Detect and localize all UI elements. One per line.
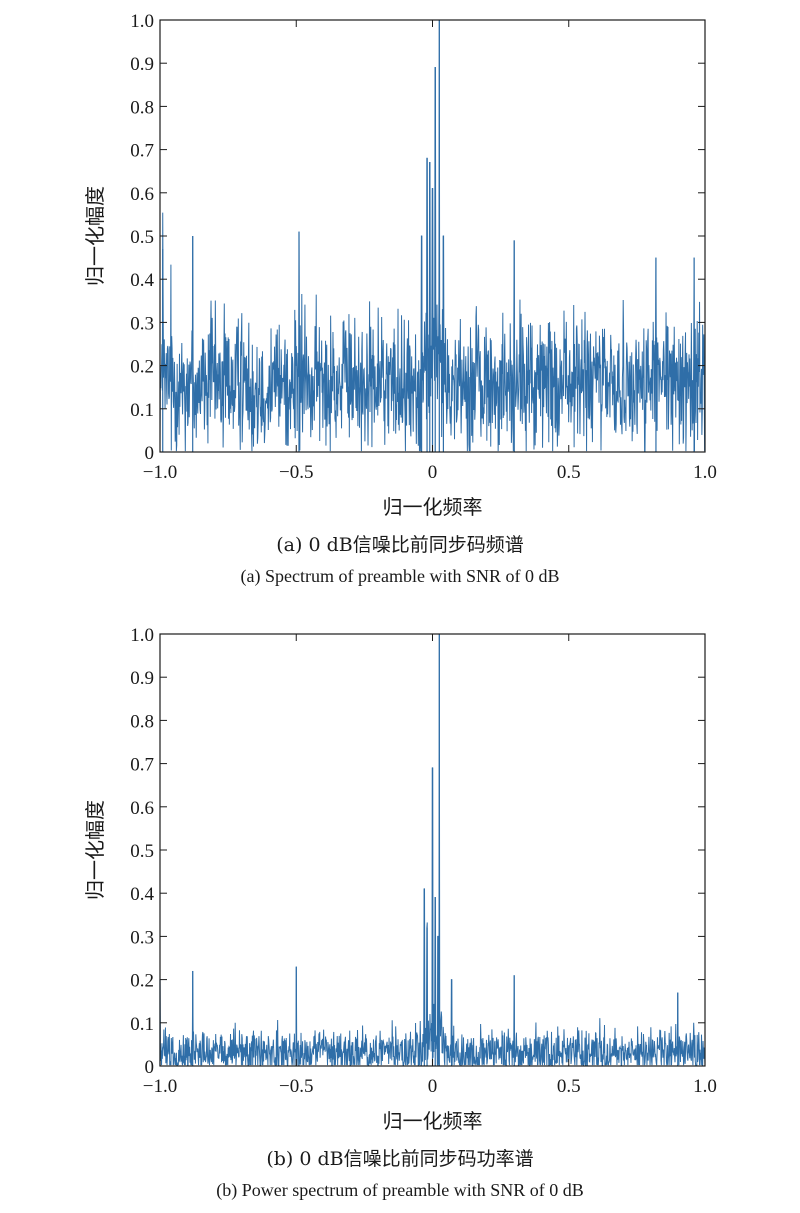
y-tick-label: 0.6 xyxy=(130,184,154,205)
y-tick-label: 0.1 xyxy=(130,1014,154,1035)
y-tick-label: 0.9 xyxy=(130,54,154,75)
y-tick-label: 0.4 xyxy=(130,270,154,291)
y-tick-label: 0 xyxy=(145,1057,155,1078)
power-spectrum-chart: 0 0.1 0.2 0.3 0.4 0.5 0.6 0.7 0.8 0.9 1.0 −1.0 −0.5 0… xyxy=(83,625,717,1130)
caption-b-chinese: (b) 0 dB信噪比前同步码功率谱 xyxy=(266,1148,534,1170)
y-tick-label: 0.8 xyxy=(130,711,154,732)
spectrum-series-line xyxy=(159,633,706,1067)
y-tick-label: 0.5 xyxy=(130,227,154,248)
y-tick-label: 0.2 xyxy=(130,357,154,378)
caption-a-english: (a) Spectrum of preamble with SNR of 0 d… xyxy=(240,566,560,586)
y-tick-label: 0.3 xyxy=(130,313,154,334)
y-tick-label: 0.8 xyxy=(130,97,154,118)
x-tick-label: 0 xyxy=(428,462,438,483)
x-tick-label: 0 xyxy=(428,1076,438,1097)
y-tick-label: 0.6 xyxy=(130,798,154,819)
y-tick-label: 1.0 xyxy=(130,11,154,32)
y-axis-title: 归一化幅度 xyxy=(83,800,107,900)
y-tick-label: 0.3 xyxy=(130,927,154,948)
y-axis-title: 归一化幅度 xyxy=(83,186,107,286)
x-tick-label: 1.0 xyxy=(693,462,717,483)
y-tick-label: 0.1 xyxy=(130,400,154,421)
x-tick-label: −0.5 xyxy=(279,462,313,483)
y-tick-label: 0.5 xyxy=(130,841,154,862)
x-tick-label: −1.0 xyxy=(143,1076,177,1097)
x-axis-title: 归一化频率 xyxy=(383,1109,483,1130)
x-axis-title: 归一化频率 xyxy=(383,495,483,519)
spectrum-chart: 0 0.1 0.2 0.3 0.4 0.5 0.6 0.7 0.8 0.9 1.0 −1.0 −0.5 0… xyxy=(83,11,717,519)
x-tick-label: −0.5 xyxy=(279,1076,313,1097)
y-tick-label: 0.2 xyxy=(130,971,154,992)
y-tick-label: 0.4 xyxy=(130,884,154,905)
x-tick-label: 1.0 xyxy=(693,1076,717,1097)
caption-a-chinese: (a) 0 dB信噪比前同步码频谱 xyxy=(276,534,524,556)
figure-a: 0 0.1 0.2 0.3 0.4 0.5 0.6 0.7 0.8 0.9 1.0 −1.0 −0.5 0… xyxy=(0,0,800,600)
y-tick-label: 0 xyxy=(145,443,155,464)
caption-b-english: (b) Power spectrum of preamble with SNR … xyxy=(216,1180,584,1200)
y-tick-label: 0.9 xyxy=(130,668,154,689)
figure-b: 0 0.1 0.2 0.3 0.4 0.5 0.6 0.7 0.8 0.9 1.0 −1.0 −0.5 0… xyxy=(0,610,800,1213)
x-tick-label: −1.0 xyxy=(143,462,177,483)
x-tick-label: 0.5 xyxy=(557,462,581,483)
y-tick-label: 0.7 xyxy=(130,755,154,776)
y-tick-label: 1.0 xyxy=(130,625,154,646)
x-tick-label: 0.5 xyxy=(557,1076,581,1097)
y-tick-label: 0.7 xyxy=(130,141,154,162)
